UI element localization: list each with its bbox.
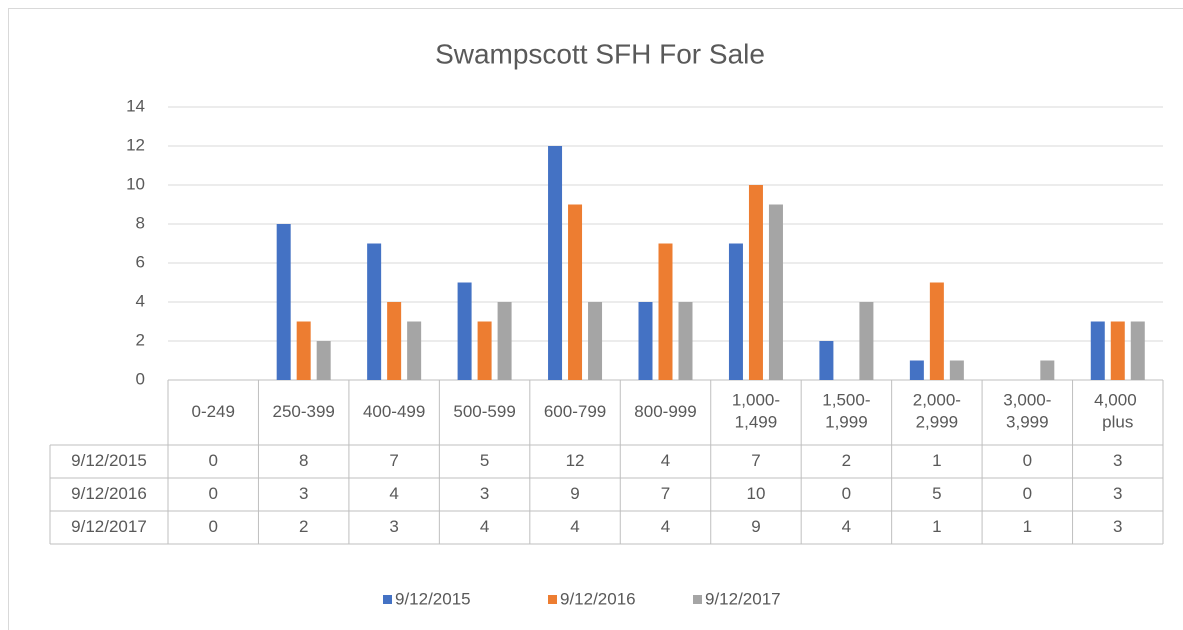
x-tick-label: 2,000-2,999 — [913, 391, 961, 432]
bar — [909, 360, 924, 380]
table-cell: 5 — [480, 451, 489, 470]
table-cell: 12 — [566, 451, 585, 470]
x-tick-label: 4,000 plus — [1094, 391, 1141, 432]
y-tick-label: 10 — [126, 174, 145, 193]
bar — [678, 302, 693, 380]
x-tick-label: 400-499 — [363, 402, 425, 421]
bar — [367, 243, 382, 380]
bar — [748, 185, 763, 380]
table-cell: 3 — [389, 517, 398, 536]
x-tick-label: 1,000-1,499 — [732, 391, 780, 432]
x-tick-label: 600-799 — [544, 402, 606, 421]
chart-title: Swampscott SFH For Sale — [435, 38, 765, 69]
table-cell: 4 — [570, 517, 579, 536]
table-cell: 1 — [932, 451, 941, 470]
y-tick-label: 6 — [136, 252, 145, 271]
x-tick-label: 500-599 — [453, 402, 515, 421]
table-cell: 5 — [932, 484, 941, 503]
bar — [859, 302, 874, 380]
bar — [548, 146, 563, 380]
x-tick-label: 1,500-1,999 — [822, 391, 870, 432]
bar — [296, 321, 311, 380]
legend-label: 9/12/2016 — [560, 589, 636, 608]
bar — [316, 341, 331, 380]
bar — [457, 282, 472, 380]
table-cell: 4 — [389, 484, 398, 503]
table-cell: 9 — [751, 517, 760, 536]
table-cell: 3 — [1113, 517, 1122, 536]
bar — [1090, 321, 1105, 380]
legend-swatch — [548, 595, 557, 604]
bar — [728, 243, 743, 380]
x-tick-label: 250-399 — [272, 402, 334, 421]
legend-label: 9/12/2015 — [395, 589, 471, 608]
x-tick-label: 800-999 — [634, 402, 696, 421]
bar — [768, 204, 783, 380]
bar — [819, 341, 834, 380]
table-cell: 1 — [1023, 517, 1032, 536]
y-tick-label: 2 — [136, 330, 145, 349]
x-tick-label: 0-249 — [191, 402, 234, 421]
table-cell: 2 — [842, 451, 851, 470]
table-cell: 0 — [208, 484, 217, 503]
y-tick-label: 4 — [136, 291, 145, 310]
table-row-label: 9/12/2016 — [71, 484, 147, 503]
table-cell: 0 — [1023, 451, 1032, 470]
table-cell: 0 — [208, 517, 217, 536]
y-tick-label: 12 — [126, 135, 145, 154]
table-cell: 1 — [932, 517, 941, 536]
table-cell: 9 — [570, 484, 579, 503]
bar — [568, 204, 583, 380]
table-cell: 10 — [746, 484, 765, 503]
legend-swatch — [383, 595, 392, 604]
table-cell: 0 — [842, 484, 851, 503]
bar — [1040, 360, 1055, 380]
table-cell: 0 — [208, 451, 217, 470]
table-cell: 7 — [751, 451, 760, 470]
table-cell: 7 — [661, 484, 670, 503]
bar — [276, 224, 291, 380]
table-cell: 3 — [1113, 451, 1122, 470]
table-cell: 3 — [299, 484, 308, 503]
bar — [1110, 321, 1125, 380]
table-cell: 4 — [661, 451, 670, 470]
table-cell: 4 — [842, 517, 851, 536]
y-tick-label: 14 — [126, 96, 145, 115]
bar — [658, 243, 673, 380]
bar — [497, 302, 512, 380]
bar — [949, 360, 964, 380]
table-cell: 3 — [480, 484, 489, 503]
x-tick-label: 3,000-3,999 — [1003, 391, 1051, 432]
table-cell: 4 — [661, 517, 670, 536]
bar — [1130, 321, 1145, 380]
legend-swatch — [693, 595, 702, 604]
y-tick-label: 8 — [136, 213, 145, 232]
table-row-label: 9/12/2015 — [71, 451, 147, 470]
bar — [929, 282, 944, 380]
table-cell: 7 — [389, 451, 398, 470]
table-row-label: 9/12/2017 — [71, 517, 147, 536]
table-cell: 8 — [299, 451, 308, 470]
table-cell: 4 — [480, 517, 489, 536]
table-cell: 3 — [1113, 484, 1122, 503]
bar — [407, 321, 422, 380]
table-cell: 0 — [1023, 484, 1032, 503]
bar — [638, 302, 653, 380]
table-cell: 2 — [299, 517, 308, 536]
legend-label: 9/12/2017 — [705, 589, 781, 608]
y-tick-label: 0 — [136, 369, 145, 388]
bar — [588, 302, 603, 380]
bar — [387, 302, 402, 380]
bar — [477, 321, 492, 380]
